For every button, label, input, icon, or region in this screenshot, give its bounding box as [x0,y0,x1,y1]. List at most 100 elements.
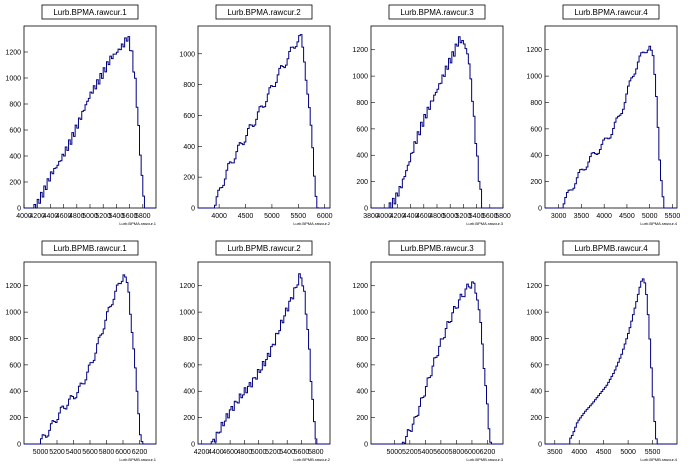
x-axis-label: Lurb.BPMA.rawcur.2 [293,221,330,226]
x-tick-label: 5800 [495,213,511,220]
y-tick-label: 200 [9,415,21,422]
y-tick-label: 800 [356,100,368,107]
x-tick-label: 4600 [416,213,432,220]
x-tick-label: 5200 [95,213,111,220]
x-tick-label: 5000 [387,449,403,456]
x-tick-label: 5000 [442,213,458,220]
title-box [41,240,139,256]
y-tick-label: 600 [9,362,21,369]
y-tick-label: 1000 [526,74,542,81]
x-tick-label: 4200 [29,213,45,220]
x-tick-label: 4000 [211,213,227,220]
title-box [215,4,313,20]
x-tick-label: 4400 [208,449,224,456]
x-tick-label: 5500 [665,213,681,220]
x-tick-label: 4000 [596,213,612,220]
x-tick-label: 5200 [265,449,281,456]
y-tick-label: 1200 [526,283,542,290]
y-tick-label: 0 [17,442,21,449]
y-tick-label: 1200 [5,50,21,57]
y-tick-label: 400 [356,153,368,160]
chart-title: Lurb.BPMB.rawcur.4 [574,244,648,253]
y-tick-label: 800 [530,336,542,343]
x-tick-label: 3800 [363,213,379,220]
y-tick-label: 1000 [352,310,368,317]
plot-frame [544,261,678,445]
x-tick-label: 4500 [619,213,635,220]
x-tick-label: 4200 [390,213,406,220]
x-axis-label: Lurb.BPMB.rawcur.1 [119,457,156,462]
x-axis-label: Lurb.BPMB.rawcur.3 [466,457,503,462]
y-tick-label: 1200 [352,47,368,54]
chart-title: Lurb.BPMA.rawcur.4 [574,8,648,17]
x-tick-label: 5500 [645,449,661,456]
x-tick-label: 5000 [264,213,280,220]
y-tick-label: 200 [530,415,542,422]
y-tick-label: 200 [183,415,195,422]
y-tick-label: 200 [356,415,368,422]
y-tick-label: 400 [183,389,195,396]
x-tick-label: 5000 [33,449,49,456]
title-box [562,4,660,20]
y-tick-label: 1000 [352,74,368,81]
chart-title: Lurb.BPMA.rawcur.1 [53,8,127,17]
chart-title: Lurb.BPMB.rawcur.1 [53,244,127,253]
y-tick-label: 400 [9,389,21,396]
x-tick-label: 5400 [66,449,82,456]
histogram-panel: Lurb.BPMB.rawcur.1 0 200 400 600 800 1000 1200 5… [5,240,157,462]
x-tick-label: 4600 [222,449,238,456]
x-tick-label: 5400 [418,449,434,456]
y-tick-label: 600 [356,126,368,133]
y-tick-label: 1000 [5,76,21,83]
y-tick-label: 800 [9,336,21,343]
x-tick-label: 4500 [238,213,254,220]
chart-title: Lurb.BPMA.rawcur.2 [227,8,301,17]
y-tick-label: 400 [530,153,542,160]
histogram-panel: Lurb.BPMA.rawcur.4 0 200 400 600 800 1000 1200 3… [526,4,681,226]
x-tick-label: 4400 [43,213,59,220]
x-axis-label: Lurb.BPMB.rawcur.4 [640,457,677,462]
x-tick-label: 4000 [16,213,32,220]
x-tick-label: 4200 [194,449,210,456]
x-tick-label: 5200 [402,449,418,456]
y-tick-label: 800 [530,100,542,107]
x-tick-label: 4400 [403,213,419,220]
y-tick-label: 0 [364,442,368,449]
y-tick-label: 800 [356,336,368,343]
histogram-panel: Lurb.BPMA.rawcur.3 0 200 400 600 800 1000 1200 3… [352,4,511,226]
histogram-panel: Lurb.BPMB.rawcur.3 0 200 400 600 800 1000 1200 5… [352,240,504,462]
title-box [215,240,313,256]
y-tick-label: 400 [356,389,368,396]
y-tick-label: 600 [530,126,542,133]
x-axis-label: Lurb.BPMA.rawcur.3 [466,221,503,226]
x-tick-label: 5000 [251,449,267,456]
y-tick-label: 400 [530,389,542,396]
x-tick-label: 4600 [56,213,72,220]
x-tick-label: 4800 [237,449,253,456]
histogram-panel: Lurb.BPMB.rawcur.2 0 200 400 600 800 1000 1200 4… [179,240,331,462]
y-tick-label: 0 [538,206,542,213]
y-tick-label: 600 [183,362,195,369]
histogram-panel: Lurb.BPMA.rawcur.1 0 200 400 600 800 1000 1200 4… [5,4,157,226]
y-tick-label: 1000 [5,310,21,317]
chart-title: Lurb.BPMB.rawcur.2 [227,244,301,253]
plot-frame [370,25,504,209]
y-tick-label: 600 [183,113,195,120]
y-tick-label: 0 [191,442,195,449]
title-box [388,240,486,256]
title-box [388,4,486,20]
x-axis-label: Lurb.BPMA.rawcur.4 [640,221,677,226]
x-tick-label: 5400 [279,449,295,456]
y-tick-label: 200 [530,179,542,186]
histogram-line [24,274,156,445]
x-tick-label: 6200 [480,449,496,456]
x-tick-label: 3500 [547,449,563,456]
y-tick-label: 1000 [179,310,195,317]
y-tick-label: 1200 [179,283,195,290]
x-tick-label: 5600 [433,449,449,456]
y-tick-label: 600 [9,128,21,135]
x-tick-label: 5800 [449,449,465,456]
x-tick-label: 4800 [429,213,445,220]
y-tick-label: 1000 [179,51,195,58]
